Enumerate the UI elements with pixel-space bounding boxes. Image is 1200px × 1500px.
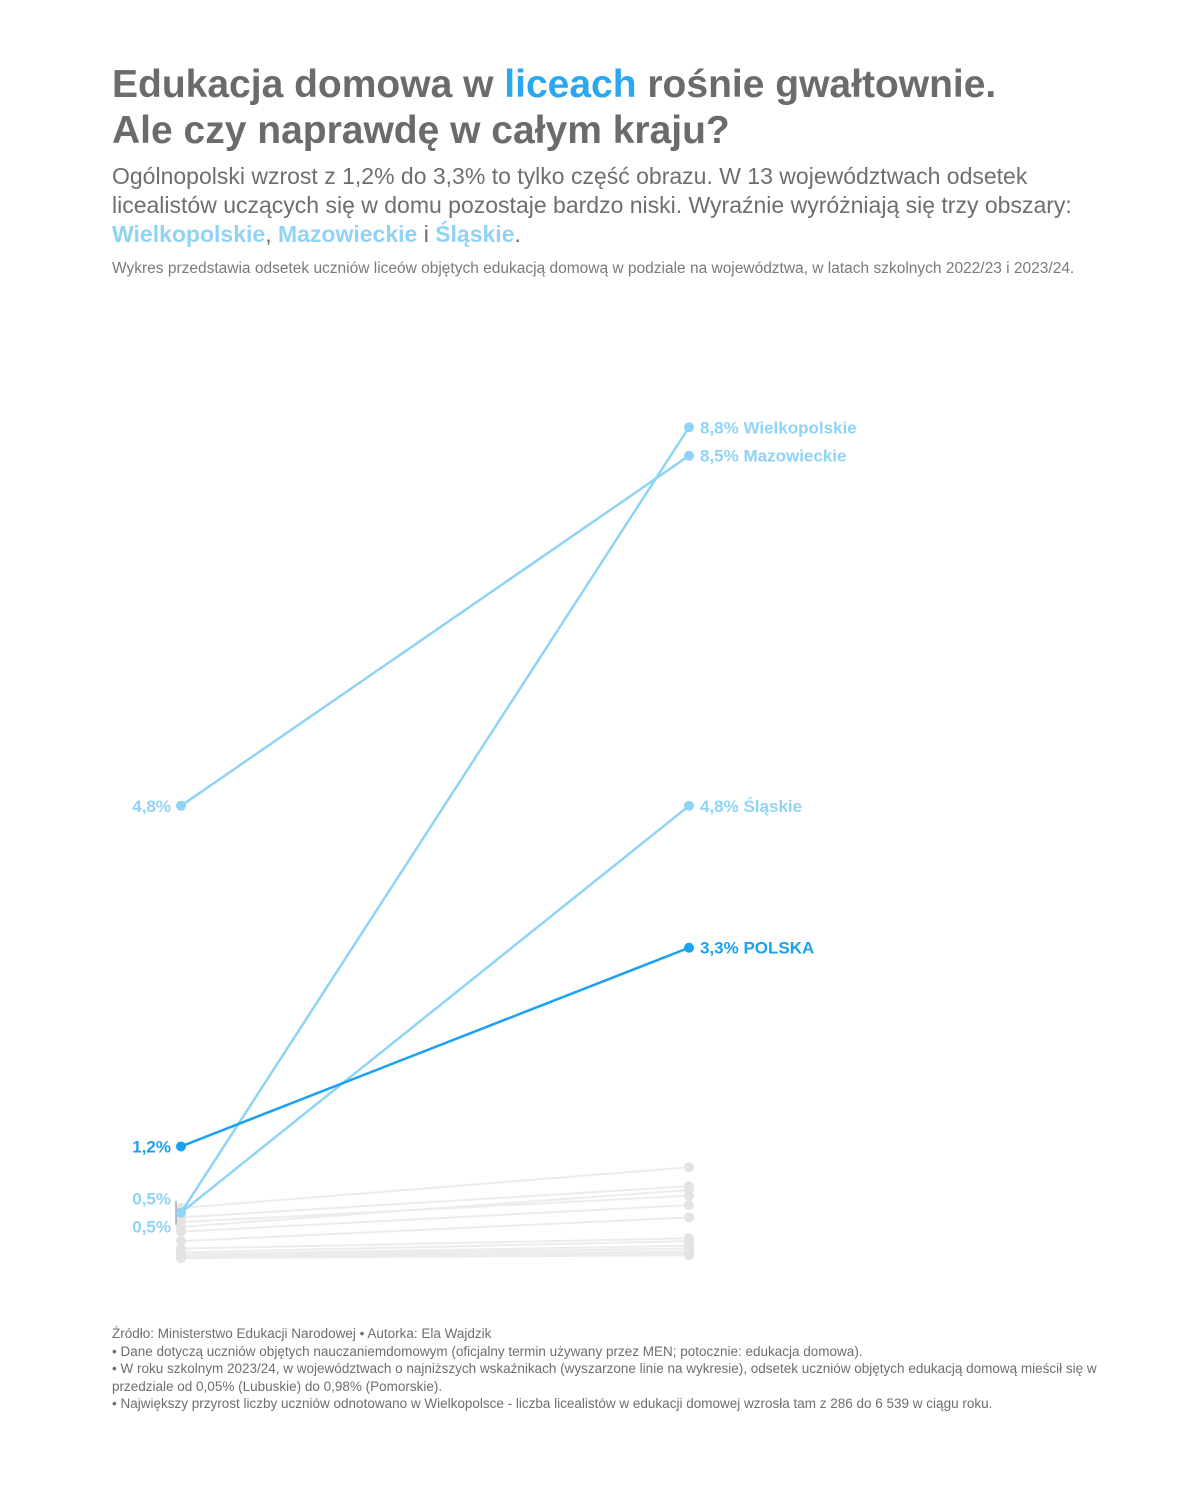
series-start-point-polska	[176, 1141, 186, 1152]
subtitle-end: .	[514, 221, 521, 247]
footer-source: Źródło: Ministerstwo Edukacji Narodowej …	[112, 1326, 492, 1341]
gray-series-start-point	[176, 1217, 186, 1228]
title-line-2: Ale czy naprawdę w całym kraju?	[112, 109, 730, 152]
gray-series-line	[180, 1254, 690, 1260]
subtitle-highlight-wielkopolskie: Wielkopolskie	[112, 221, 266, 247]
title-part-1: Edukacja domowa w	[112, 63, 505, 106]
chart-title: Edukacja domowa w liceach rośnie gwałtow…	[112, 62, 1102, 154]
series-end-label-mazowieckie: 8,5% Mazowieckie	[700, 447, 846, 466]
series-end-point-polska	[684, 942, 694, 953]
footer-note-3: • Największy przyrost liczby uczniów odn…	[112, 1396, 993, 1411]
series-end-point-slaskie	[684, 800, 694, 811]
gray-series-line	[180, 1204, 690, 1233]
subtitle-separator: ,	[265, 221, 278, 247]
footer-note-1: • Dane dotyczą uczniów objętych nauczani…	[112, 1343, 863, 1359]
footer-note-2: • W roku szkolnym 2023/24, w województwa…	[112, 1361, 1097, 1394]
gray-series-end-point	[684, 1162, 694, 1173]
gray-series-line	[180, 1237, 690, 1250]
gray-series-end-point	[684, 1190, 694, 1201]
gray-series-line	[180, 1250, 690, 1258]
series-line-mazowieckie	[180, 454, 690, 807]
series-line-wielkopolskie	[179, 426, 691, 1214]
gray-series-line	[180, 1247, 690, 1257]
gray-series-line	[180, 1216, 690, 1243]
series-start-point-slaskie	[176, 1207, 186, 1218]
series-end-label-polska: 3,3% POLSKA	[700, 939, 814, 958]
chart-description: Wykres przedstawia odsetek uczniów liceó…	[112, 260, 1075, 277]
series-end-point-wielkopolskie	[684, 422, 694, 433]
gray-series-start-point	[176, 1236, 186, 1247]
series-start-label-polska: 1,2%	[132, 1137, 171, 1156]
series-line-polska	[180, 946, 690, 1148]
title-part-2: rośnie gwałtownie.	[636, 63, 997, 106]
gray-series-line	[180, 1185, 690, 1219]
series-end-point-mazowieckie	[684, 450, 694, 461]
title-accent: liceach	[504, 63, 637, 106]
header: Edukacja domowa w liceach rośnie gwałtow…	[112, 62, 1102, 278]
gray-series-end-point	[684, 1200, 694, 1211]
series-end-label-slaskie: 4,8% Śląskie	[700, 797, 802, 816]
start-stack-label: 0,5%	[132, 1190, 171, 1209]
gray-series-line	[180, 1252, 690, 1259]
gray-series-end-point	[684, 1250, 694, 1261]
subtitle-text: Ogólnopolski wzrost z 1,2% do 3,3% to ty…	[112, 163, 1072, 218]
footer: Źródło: Ministerstwo Edukacji Narodowej …	[112, 1325, 1097, 1413]
gray-series-line	[180, 1166, 690, 1209]
gray-series-line	[180, 1244, 690, 1256]
slope-chart: 8,5% Mazowieckie 4,8% 8,8% Wielkopolskie 4,…	[132, 418, 857, 1264]
subtitle-highlight-mazowieckie: Mazowieckie	[277, 221, 418, 247]
gray-series-end-point	[684, 1212, 694, 1223]
series-start-label-mazowieckie: 4,8%	[132, 797, 171, 816]
chart-subtitle: Ogólnopolski wzrost z 1,2% do 3,3% to ty…	[112, 162, 1102, 249]
subtitle-highlight-slaskie: Śląskie	[435, 221, 515, 247]
gray-series-line	[180, 1240, 690, 1254]
series-start-point-mazowieckie	[176, 800, 186, 811]
start-stack-label: 0,5%	[132, 1218, 171, 1237]
gray-series-start-point	[176, 1253, 186, 1264]
series-line-slaskie	[180, 804, 690, 1214]
gray-series-start-point	[176, 1226, 186, 1237]
series-end-label-wielkopolskie: 8,8% Wielkopolskie	[700, 418, 857, 437]
subtitle-separator: i	[417, 221, 436, 247]
gray-series-line	[180, 1194, 690, 1224]
